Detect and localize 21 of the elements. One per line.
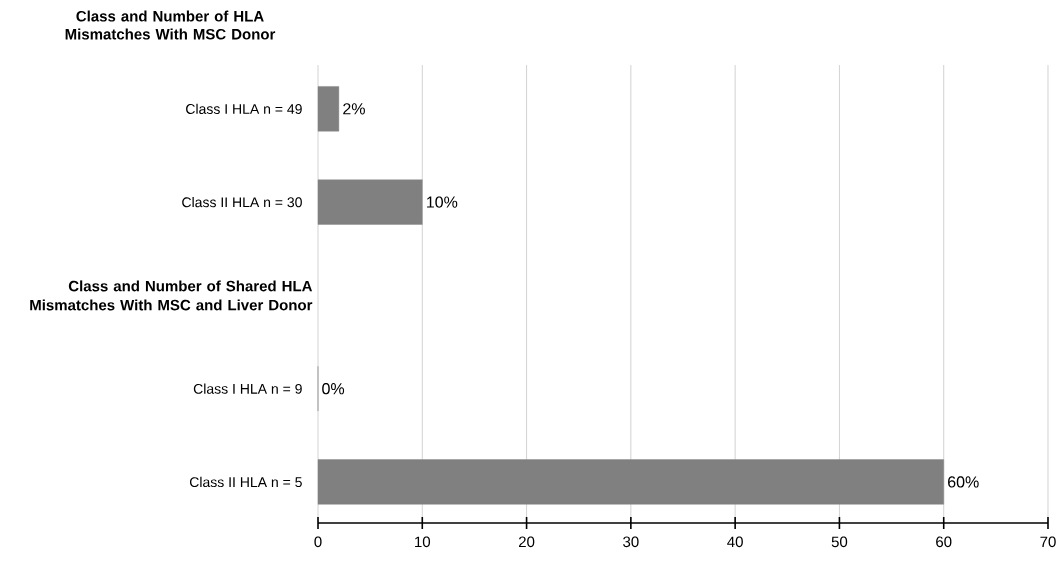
x-tick-label: 40 <box>727 536 743 548</box>
x-tick-label: 20 <box>518 536 535 548</box>
y-tick-label: Class I HLA n = 49 <box>186 103 302 114</box>
x-tick-label: 70 <box>1040 536 1056 548</box>
bar <box>317 86 340 132</box>
x-tick-label: 50 <box>831 536 848 548</box>
y-tick-label: Class II HLA n = 30 <box>182 196 302 208</box>
x-tick-label: 30 <box>623 536 639 548</box>
x-tick-label: 10 <box>415 536 431 548</box>
bar <box>317 179 423 225</box>
text: Class and Number of Shared HLA Mismatches With MSC and Liver Donor <box>30 280 313 311</box>
data-label: 0% <box>322 383 345 395</box>
x-tick-label: 0 <box>314 536 322 548</box>
data-label: 2% <box>343 103 365 115</box>
bar <box>317 459 944 505</box>
text: Class and Number of HLA Mismatches With MSC Donor <box>65 10 276 40</box>
data-label: 10% <box>427 196 458 208</box>
x-tick-label: 60 <box>936 536 952 548</box>
data-label: 60% <box>948 476 979 488</box>
y-tick-label: Class II HLA n = 5 <box>189 476 302 488</box>
y-tick-label: Class I HLA n = 9 <box>193 383 302 394</box>
